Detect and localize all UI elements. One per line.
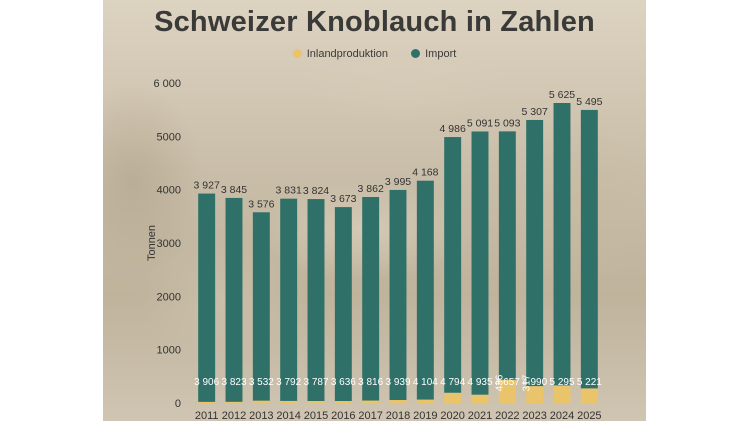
total-label: 5 307 bbox=[522, 106, 548, 118]
import-value-label: 3 532 bbox=[249, 377, 274, 388]
import-value-label: 4 794 bbox=[440, 377, 465, 388]
total-label: 5 625 bbox=[549, 89, 575, 101]
bar-import bbox=[389, 189, 407, 401]
import-value-label: 4 990 bbox=[522, 377, 547, 388]
bar-import bbox=[225, 197, 243, 402]
x-tick-label: 2013 bbox=[249, 410, 273, 421]
bar-import bbox=[553, 103, 571, 386]
bar-import bbox=[416, 180, 434, 400]
x-tick-label: 2015 bbox=[304, 410, 328, 421]
import-value-label: 3 787 bbox=[303, 377, 328, 388]
legend-item-import: Import bbox=[411, 48, 456, 60]
bar-inlandproduktion bbox=[225, 401, 243, 403]
x-tick-label: 2017 bbox=[358, 410, 382, 421]
total-label: 3 927 bbox=[194, 180, 220, 192]
bar-inlandproduktion bbox=[471, 394, 489, 403]
import-value-label: 3 906 bbox=[194, 377, 219, 388]
bar-import bbox=[444, 137, 462, 393]
total-label: 3 831 bbox=[276, 185, 302, 197]
bar-import bbox=[280, 198, 298, 401]
import-value-label: 5 221 bbox=[577, 377, 602, 388]
import-value-label: 3 823 bbox=[221, 377, 246, 388]
bar-inlandproduktion bbox=[553, 385, 571, 403]
bar-import bbox=[362, 197, 380, 401]
legend-label-import: Import bbox=[425, 48, 457, 60]
import-value-label: 5 295 bbox=[549, 377, 574, 388]
bar-import bbox=[198, 193, 216, 402]
bar-inlandproduktion bbox=[307, 401, 325, 403]
y-tick-label: 6 000 bbox=[153, 78, 181, 90]
bar-import bbox=[334, 207, 352, 402]
bar-inlandproduktion bbox=[580, 388, 598, 403]
chart-title: Schweizer Knoblauch in Zahlen bbox=[154, 6, 595, 38]
y-tick-label: 5000 bbox=[157, 131, 181, 143]
bar-import bbox=[307, 199, 325, 402]
bar-inlandproduktion bbox=[498, 379, 516, 403]
bar-import bbox=[498, 131, 516, 380]
total-label: 3 995 bbox=[385, 176, 411, 188]
import-value-label: 4 935 bbox=[467, 377, 492, 388]
x-tick-label: 2011 bbox=[195, 410, 219, 421]
y-tick-label: 4000 bbox=[157, 185, 181, 197]
chart-legend: Inlandproduktion Import bbox=[103, 48, 646, 60]
x-tick-label: 2024 bbox=[550, 410, 574, 421]
bar-inlandproduktion bbox=[334, 401, 352, 403]
legend-item-inland: Inlandproduktion bbox=[292, 48, 389, 60]
total-label: 4 986 bbox=[440, 123, 466, 135]
legend-label-inland: Inlandproduktion bbox=[306, 48, 389, 60]
total-label: 3 862 bbox=[358, 183, 384, 195]
inland-value-label: 317 bbox=[522, 374, 533, 391]
bar-inlandproduktion bbox=[389, 400, 407, 403]
y-tick-label: 2000 bbox=[157, 291, 181, 303]
bar-inlandproduktion bbox=[416, 399, 434, 403]
bar-inlandproduktion bbox=[252, 400, 270, 403]
inland-value-label: 436 bbox=[494, 374, 505, 391]
total-label: 5 495 bbox=[576, 96, 602, 108]
total-label: 3 576 bbox=[248, 198, 274, 210]
chart-panel: Schweizer Knoblauch in Zahlen Inlandprod… bbox=[103, 0, 646, 421]
bar-import bbox=[526, 119, 544, 387]
total-label: 3 845 bbox=[221, 184, 247, 196]
y-tick-label: 1000 bbox=[157, 345, 181, 357]
import-value-label: 3 792 bbox=[276, 377, 301, 388]
x-tick-label: 2025 bbox=[577, 410, 601, 421]
bar-inlandproduktion bbox=[444, 392, 462, 403]
bar-import bbox=[580, 109, 598, 389]
import-value-label: 3 816 bbox=[358, 377, 383, 388]
import-value-label: 4 104 bbox=[413, 377, 438, 388]
bar-chart: 0 1000 2000 3000 4000 5000 6 000 Tonnen 3 927 3 9… bbox=[146, 78, 603, 421]
x-tick-label: 2014 bbox=[276, 410, 300, 421]
bar-import bbox=[252, 212, 270, 401]
bar-inlandproduktion bbox=[198, 401, 216, 403]
import-value-label: 4 657 bbox=[495, 377, 520, 388]
x-tick-label: 2022 bbox=[495, 410, 519, 421]
y-axis-title: Tonnen bbox=[146, 225, 158, 261]
y-tick-label: 0 bbox=[175, 398, 181, 410]
total-label: 3 824 bbox=[303, 185, 329, 197]
legend-swatch-inland bbox=[292, 49, 302, 58]
total-label: 3 673 bbox=[330, 193, 356, 205]
total-label: 5 091 bbox=[467, 117, 493, 129]
x-tick-label: 2023 bbox=[522, 410, 546, 421]
bar-inlandproduktion bbox=[362, 400, 380, 403]
y-tick-label: 3000 bbox=[157, 238, 181, 250]
total-label: 5 093 bbox=[494, 117, 520, 129]
import-value-label: 3 636 bbox=[331, 377, 356, 388]
bar-inlandproduktion bbox=[280, 400, 298, 403]
x-tick-label: 2020 bbox=[440, 410, 464, 421]
legend-swatch-import bbox=[411, 49, 421, 58]
total-label: 4 168 bbox=[412, 167, 438, 179]
import-value-label: 3 939 bbox=[385, 377, 410, 388]
bar-import bbox=[471, 131, 489, 395]
x-tick-label: 2019 bbox=[413, 410, 437, 421]
x-tick-label: 2021 bbox=[468, 410, 492, 421]
x-tick-label: 2018 bbox=[386, 410, 410, 421]
x-tick-label: 2012 bbox=[222, 410, 246, 421]
x-tick-label: 2016 bbox=[331, 410, 355, 421]
bar-inlandproduktion bbox=[526, 386, 544, 403]
